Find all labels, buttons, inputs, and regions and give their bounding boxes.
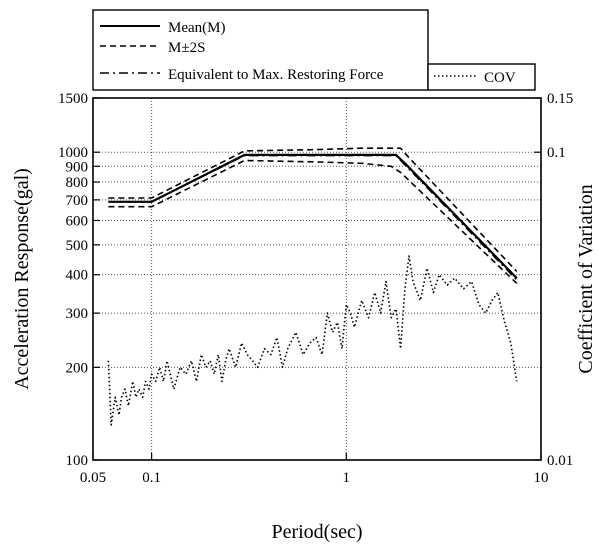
y-tick-label-4: 500: [66, 238, 89, 254]
y-tick-label-3: 400: [66, 268, 89, 284]
y-tick-label-7: 800: [66, 175, 89, 191]
legend-box: [92, 9, 429, 91]
legend: Mean(M) M±2S Equivalent to Max. Restorin…: [92, 9, 429, 91]
y-tick-label-6: 700: [66, 193, 89, 209]
legend-label-mean: Mean(M): [168, 20, 225, 36]
x-axis-label: Period(sec): [271, 521, 362, 543]
x-tick-label-0: 0.05: [80, 470, 106, 486]
y-tick-label-9: 1000: [58, 145, 88, 161]
y2-tick-label-2: 0.15: [547, 91, 573, 107]
y-tick-label-0: 100: [66, 453, 89, 469]
y2-tick-label-1: 0.1: [547, 145, 566, 161]
series-line-m-2s-2: [108, 159, 518, 284]
legend-label-m2s: M±2S: [168, 40, 205, 56]
x-tick-label-2: 1: [343, 470, 351, 486]
series-lines: [107, 147, 518, 426]
y-tick-label-5: 600: [66, 213, 89, 229]
y-tick-label-8: 900: [66, 159, 89, 175]
y-axis-label: Acceleration Response(gal): [11, 168, 33, 390]
axis-ticks: 0.05 0.1 1 10 100 200 300 400 500 600 700 800900100…: [58, 91, 573, 486]
y2-axis-label: Coefficient of Variation: [575, 184, 597, 373]
series-line-equivalent-to-max-restoring-force-3: [108, 154, 518, 281]
y2-tick-label-0: 0.01: [547, 453, 573, 469]
legend-label-equivalent: Equivalent to Max. Restoring Force: [168, 67, 384, 83]
series-line-cov-4: [107, 255, 518, 426]
grid-lines: [93, 98, 541, 460]
y-tick-label-10: 1500: [58, 91, 88, 107]
y-tick-label-1: 200: [66, 360, 89, 376]
y-tick-label-2: 300: [66, 306, 89, 322]
legend-cov-box: [427, 63, 536, 91]
series-line-m-2s-1: [108, 147, 518, 272]
legend-cov: COV: [427, 63, 536, 91]
x-tick-label-3: 10: [534, 470, 549, 486]
x-tick-label-1: 0.1: [142, 470, 161, 486]
plot-frame: [92, 97, 542, 461]
legend-label-cov: COV: [484, 70, 516, 86]
